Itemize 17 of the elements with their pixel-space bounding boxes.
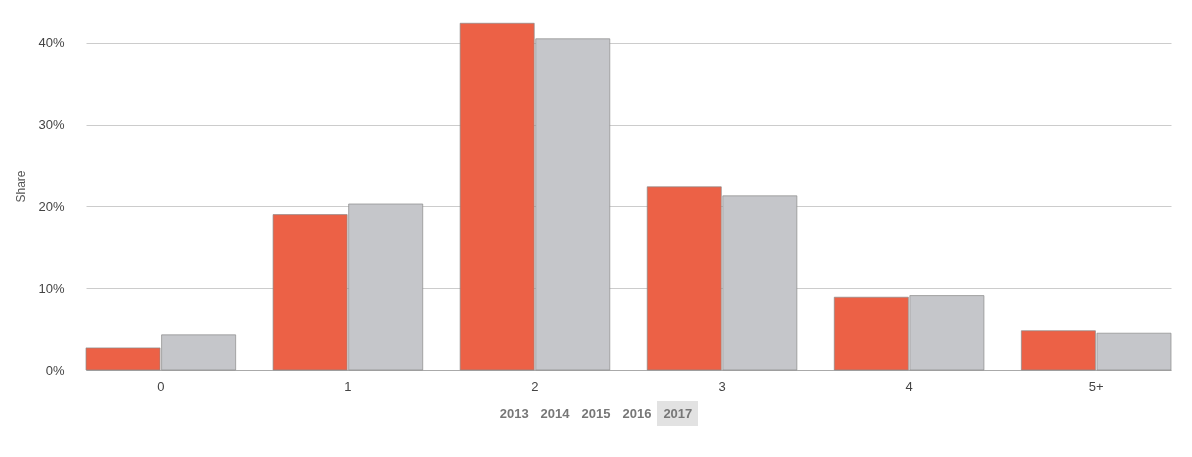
x-tick-label: 4: [905, 378, 913, 394]
text: 2016: [621, 405, 653, 423]
y-tick-label: 20%: [38, 198, 65, 214]
text: 2014: [539, 405, 571, 423]
text: 2013: [498, 405, 530, 423]
y-axis-title: Share: [14, 170, 29, 203]
y-tick-label: 0%: [45, 362, 65, 378]
x-tick-label: 0: [157, 378, 165, 394]
y-tick-label: 10%: [38, 280, 65, 296]
y-tick-label: 40%: [38, 35, 65, 51]
x-tick-label: 1: [344, 378, 352, 394]
text: 2017: [657, 401, 699, 426]
x-tick-label: 3: [718, 378, 726, 394]
x-tick-label: 2: [531, 378, 539, 394]
x-tick-label: 5+: [1088, 378, 1104, 394]
text: 2015: [580, 405, 612, 423]
y-tick-label: 30%: [38, 117, 65, 133]
